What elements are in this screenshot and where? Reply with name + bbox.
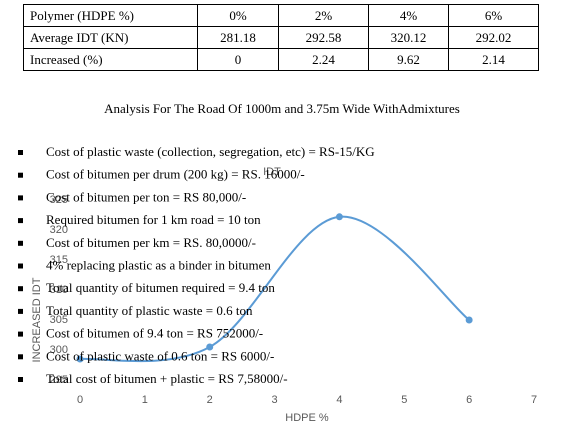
- bullet-marker: [18, 331, 23, 337]
- data-point: [465, 316, 473, 324]
- table-cell: 292.02: [448, 26, 539, 49]
- chart-title: IDT: [263, 166, 281, 178]
- bullet-marker: [18, 286, 23, 292]
- y-tick-label: 295: [50, 374, 68, 386]
- data-table: Polymer (HDPE %) 0% 2% 4% 6% Average IDT (KN)…: [23, 4, 539, 71]
- y-tick-label: 300: [50, 344, 68, 356]
- bullet-marker: [18, 308, 23, 314]
- x-tick-label: 3: [272, 394, 278, 406]
- bullet-text: Total cost of bitumen + plastic = RS 7,5…: [46, 371, 288, 386]
- table-cell: Increased (%): [23, 48, 198, 71]
- x-tick-label: 5: [401, 394, 407, 406]
- table-row: Increased (%) 0 2.24 9.62 2.14: [23, 48, 539, 71]
- bullet-marker: [18, 150, 23, 155]
- x-tick-label: 2: [207, 394, 213, 406]
- heading: Analysis For The Road Of 1000m and 3.75m…: [104, 101, 460, 116]
- bullet-text: Required bitumen for 1 km road = 10 ton: [46, 212, 261, 227]
- bullet-text: Cost of plastic waste (collection, segre…: [46, 144, 375, 159]
- x-axis-label: HDPE %: [285, 412, 329, 424]
- bullet-text: Cost of plastic waste of 0.6 ton = RS 60…: [46, 348, 274, 363]
- bullet-list: Cost of plastic waste (collection, segre…: [18, 144, 375, 386]
- bullet-marker: [18, 195, 23, 201]
- table-cell: 9.62: [368, 48, 449, 71]
- bullet-marker: [18, 263, 23, 269]
- bullet-text: 4% replacing plastic as a binder in bitu…: [46, 257, 271, 272]
- bullet-text: Cost of bitumen per ton = RS 80,000/-: [46, 189, 246, 204]
- x-tick-label: 7: [531, 394, 537, 406]
- bullet-marker: [18, 354, 23, 360]
- table-cell: Average IDT (KN): [23, 26, 198, 49]
- x-tick-label: 4: [336, 394, 342, 406]
- data-point: [335, 213, 343, 221]
- table-cell: 6%: [448, 4, 539, 27]
- bullet-marker: [18, 172, 23, 178]
- table-cell: 2.24: [278, 48, 369, 71]
- y-tick-label: 320: [50, 224, 68, 236]
- x-tick-label: 6: [466, 394, 472, 406]
- bullet-text: Cost of bitumen of 9.4 ton = RS 752000/-: [46, 326, 263, 341]
- data-line: [79, 215, 470, 363]
- chart: 295 300 305 310 315 320 325 0 1 2 3 4 5 6 7 IDT HDPE % IN…: [31, 166, 537, 424]
- bullet-marker: [18, 218, 23, 224]
- bullet-text: Cost of bitumen per km = RS. 80,0000/-: [46, 235, 256, 250]
- data-point: [206, 343, 214, 351]
- bullet-text: Cost of bitumen per drum (200 kg) = RS. …: [46, 167, 305, 182]
- y-tick-label: 315: [50, 254, 68, 266]
- x-tick-label: 0: [77, 394, 83, 406]
- bullet-text: Total quantity of bitumen required = 9.4…: [46, 280, 275, 295]
- y-tick-label: 305: [50, 314, 68, 326]
- x-tick-label: 1: [142, 394, 148, 406]
- data-point: [76, 355, 84, 363]
- table-cell: 2.14: [448, 48, 539, 71]
- bullet-marker: [18, 377, 23, 382]
- y-tick-label: 310: [50, 284, 68, 296]
- table-row: Polymer (HDPE %) 0% 2% 4% 6%: [23, 4, 539, 27]
- y-tick-label: 325: [50, 194, 68, 206]
- bullet-text: Total quantity of plastic waste = 0.6 to…: [46, 303, 253, 318]
- y-axis-label: INCREASED IDT: [31, 277, 43, 362]
- bullet-marker: [18, 240, 23, 246]
